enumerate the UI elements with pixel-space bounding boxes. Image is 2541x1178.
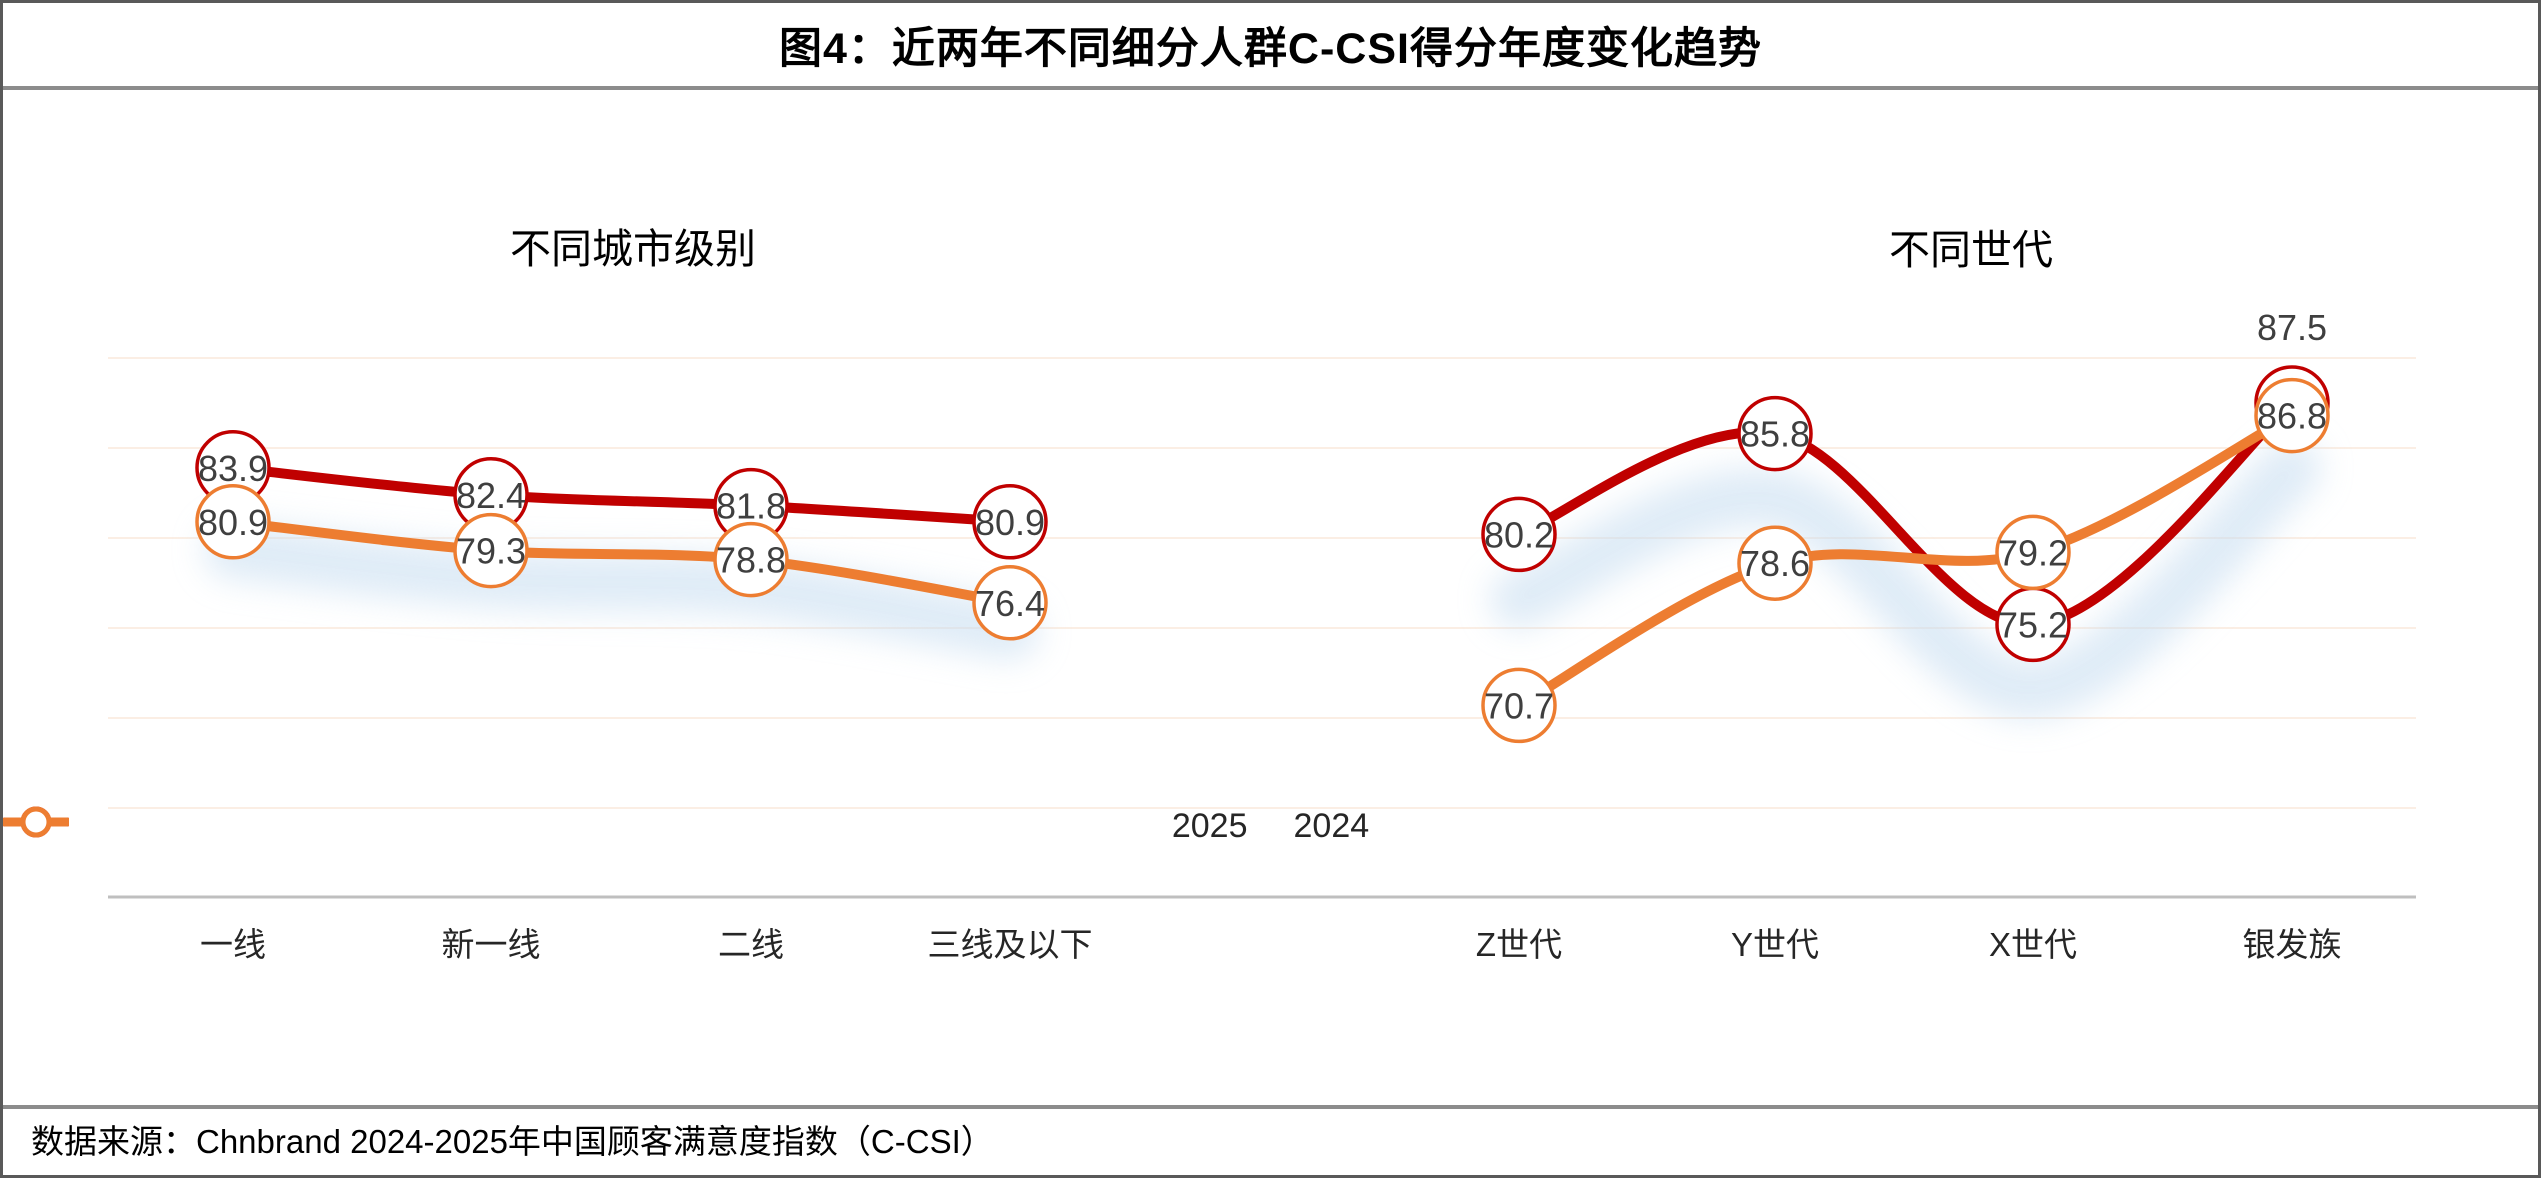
- value-label-2025: 82.4: [456, 475, 526, 516]
- category-label: Z世代: [1476, 926, 1562, 963]
- value-label-2024: 70.7: [1484, 685, 1554, 726]
- category-label: X世代: [1989, 926, 2077, 963]
- value-label-2025: 85.8: [1740, 414, 1810, 455]
- data-point-2024: [972, 565, 1048, 641]
- line-charts-canvas: 83.9 82.4 81.8 80.9 80.9 79.3 78.8 76.4 一线 新一线 二线 三…: [108, 307, 2416, 963]
- legend-item-2025: 2025: [3, 806, 1248, 846]
- title-bar: 图4：近两年不同细分人群C-CSI得分年度变化趋势: [3, 3, 2538, 90]
- left-chart-subtitle: 不同城市级别: [510, 226, 756, 272]
- legend-label: 2024: [1293, 806, 1370, 845]
- value-label-2025: 75.2: [1998, 604, 2068, 645]
- data-point-2025: [1481, 496, 1557, 573]
- legend-label: 2025: [1171, 806, 1248, 845]
- series-line-2024-left: [228, 516, 1015, 608]
- data-point-2024: [453, 512, 529, 589]
- legend-marker-icon: [3, 806, 69, 838]
- right-chart-subtitle: 不同世代: [1889, 227, 2053, 273]
- category-label: 三线及以下: [928, 926, 1093, 963]
- value-label-2024: 79.3: [456, 531, 526, 572]
- value-label-2024: 76.4: [975, 583, 1045, 624]
- chart-area: 83.9 82.4 81.8 80.9 80.9 79.3 78.8 76.4 一线 新一线 二线 三…: [3, 90, 2538, 1105]
- legend-item-2024: 2024: [3, 806, 1370, 846]
- data-point-2024: [2254, 377, 2330, 454]
- series-line-2024-right: [1514, 410, 2297, 711]
- value-label-2024: 78.8: [716, 540, 786, 581]
- page-title: 图4：近两年不同细分人群C-CSI得分年度变化趋势: [779, 24, 1762, 73]
- data-point-2024: [1995, 514, 2071, 591]
- series-line-2025-right: [1514, 398, 2297, 630]
- data-point-2024: [1737, 525, 1813, 601]
- data-point-2025: [1737, 395, 1813, 472]
- category-label: 银发族: [2243, 926, 2342, 963]
- data-point-2024: [1481, 667, 1557, 744]
- glow-band-right: [1490, 439, 2321, 719]
- category-label: 新一线: [442, 926, 541, 963]
- value-label-2024: 79.2: [1998, 532, 2068, 573]
- value-label-2024: 86.8: [2257, 396, 2327, 437]
- value-label-2025: 87.5: [2257, 307, 2327, 348]
- chart-legend: 2025 2024: [3, 802, 2538, 850]
- category-label: Y世代: [1731, 926, 1819, 963]
- value-label-2025: 80.2: [1484, 514, 1554, 555]
- data-point-2024: [713, 521, 789, 598]
- value-label-2025: 80.9: [975, 502, 1045, 543]
- series-line-2025-left: [228, 462, 1015, 527]
- data-point-2024: [195, 484, 271, 560]
- category-label: 一线: [200, 926, 266, 963]
- value-label-2024: 80.9: [198, 502, 268, 543]
- value-label-2025: 83.9: [198, 448, 268, 489]
- footer-bar: 数据来源：Chnbrand 2024-2025年中国顾客满意度指数（C-CSI）: [3, 1105, 2538, 1168]
- value-label-2024: 78.6: [1740, 543, 1810, 584]
- category-label: 二线: [718, 926, 784, 963]
- glow-band-left: [204, 520, 1039, 660]
- data-source-note: 数据来源：Chnbrand 2024-2025年中国顾客满意度指数（C-CSI）: [31, 1122, 994, 1160]
- value-label-2025: 81.8: [716, 486, 786, 527]
- data-point-2025: [972, 484, 1048, 560]
